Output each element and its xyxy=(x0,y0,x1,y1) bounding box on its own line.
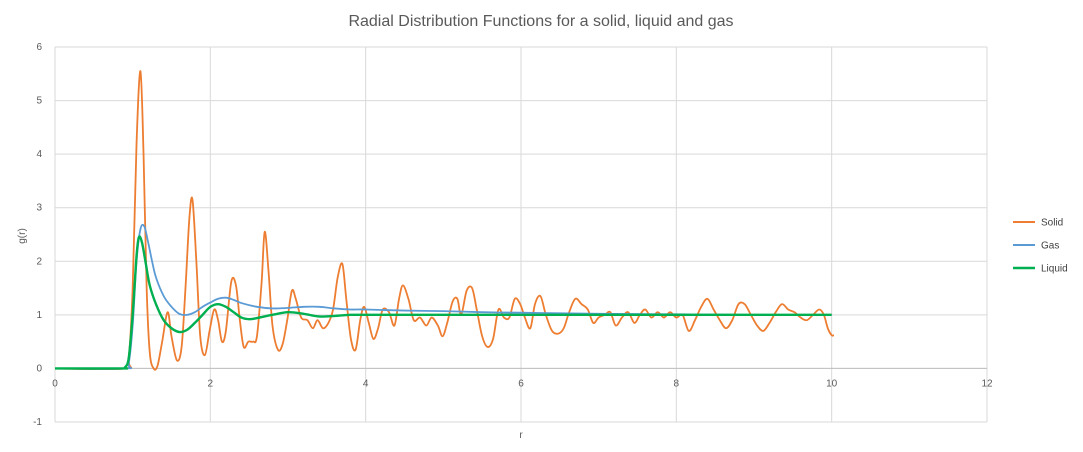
series-line-gas xyxy=(54,223,832,370)
legend-label-liquid: Liquid xyxy=(1041,264,1068,275)
y-axis-label: g(r) xyxy=(17,228,28,244)
x-tick-label: 6 xyxy=(518,378,524,389)
plot-area xyxy=(54,70,835,371)
x-tick-label: 8 xyxy=(674,378,680,389)
y-tick-label: 3 xyxy=(36,203,42,214)
series-line-solid xyxy=(54,70,835,371)
y-tick-label: 2 xyxy=(36,256,42,267)
y-tick-label: -1 xyxy=(33,417,42,428)
x-tick-label: 0 xyxy=(52,378,58,389)
x-tick-label: 10 xyxy=(826,378,838,389)
y-tick-label: 6 xyxy=(36,42,42,53)
x-tick-label: 2 xyxy=(208,378,214,389)
y-tick-label: 5 xyxy=(36,96,42,107)
y-tick-label: 0 xyxy=(36,363,42,374)
legend-label-solid: Solid xyxy=(1041,218,1063,229)
y-tick-label: 1 xyxy=(36,310,42,321)
x-tick-label: 4 xyxy=(363,378,369,389)
chart-title: Radial Distribution Functions for a soli… xyxy=(348,13,733,30)
y-tick-label: 4 xyxy=(36,149,42,160)
legend-label-gas: Gas xyxy=(1041,241,1059,252)
x-axis-label: r xyxy=(519,430,523,441)
series-line-liquid xyxy=(54,235,832,370)
x-tick-label: 12 xyxy=(981,378,993,389)
gridlines xyxy=(54,46,988,423)
legend: Solid Gas Liquid xyxy=(1013,218,1068,275)
